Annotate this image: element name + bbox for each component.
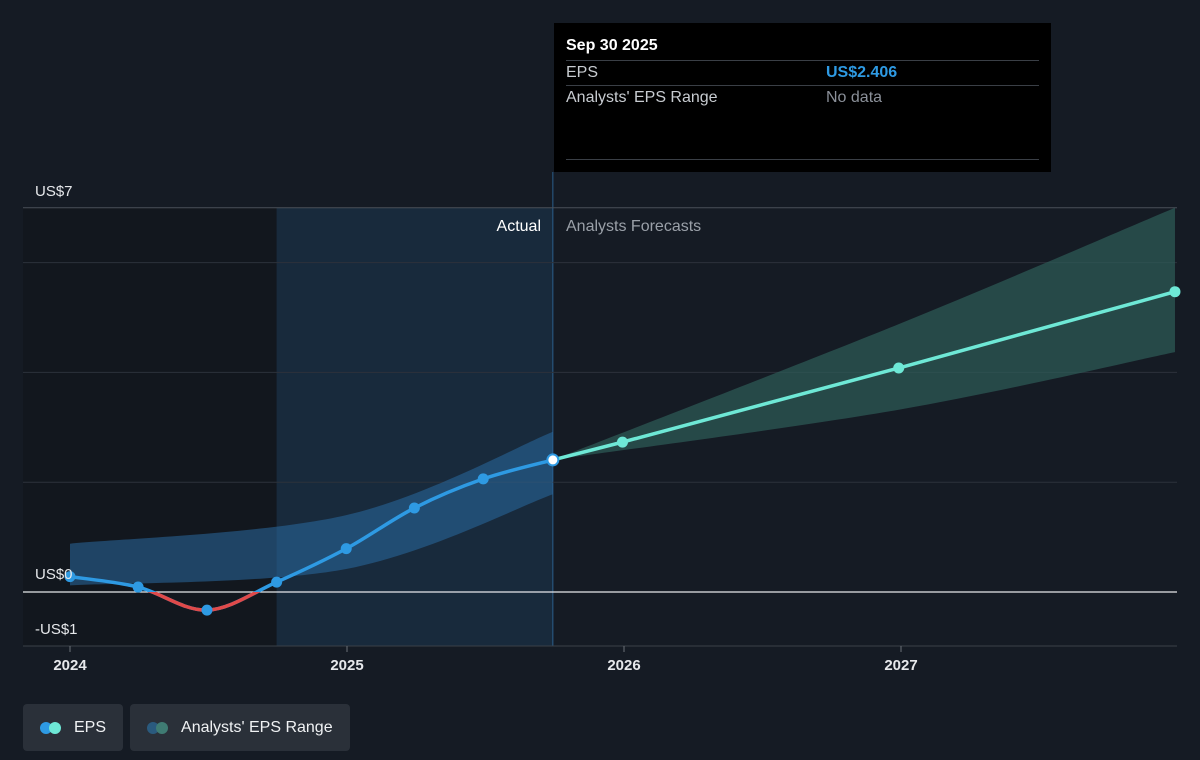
tooltip-eps-value: US$2.406	[826, 64, 898, 81]
x-tick-label: 2026	[607, 657, 640, 674]
eps-forecast-point	[616, 436, 628, 448]
eps-actual-point	[132, 581, 144, 593]
tooltip-eps-label: EPS	[566, 64, 599, 81]
chart-labels: Actual Analysts Forecasts US$7 US$0 -US$1 2…	[35, 183, 918, 674]
x-tick-label: 2025	[330, 657, 363, 674]
eps-actual-point	[477, 473, 489, 485]
legend-eps-range-label: Analysts' EPS Range	[181, 718, 333, 736]
highlight-period	[276, 208, 553, 646]
eps-actual-point	[408, 502, 420, 514]
y-tick-label: US$0	[35, 566, 73, 583]
chart-tooltip: Sep 30 2025 EPS US$2.406 Analysts' EPS R…	[554, 23, 1051, 172]
x-tick-label: 2027	[884, 657, 917, 674]
x-tick-label: 2024	[53, 657, 87, 674]
eps-forecast-point	[1169, 286, 1181, 298]
eps-points	[64, 286, 1181, 616]
past-eps-range-band	[70, 431, 553, 586]
chart-legend: EPS Analysts' EPS Range	[23, 704, 350, 751]
y-tick-label: -US$1	[35, 621, 78, 638]
forecast-region-label: Analysts Forecasts	[566, 218, 701, 235]
eps-actual-point	[64, 571, 76, 583]
eps-forecast-point	[893, 362, 905, 374]
legend-item-eps[interactable]: EPS	[23, 704, 124, 751]
eps-legend-icon	[40, 721, 64, 734]
eps-chart: Actual Analysts Forecasts US$7 US$0 -US$1 2…	[23, 172, 1181, 674]
eps-range-bands	[70, 207, 1175, 586]
tooltip-divider	[566, 159, 1039, 160]
eps-actual-line	[68, 458, 555, 612]
legend-item-eps-range[interactable]: Analysts' EPS Range	[130, 704, 350, 751]
eps-current-point	[546, 453, 560, 467]
actual-region-label: Actual	[497, 218, 541, 235]
y-tick-label: US$7	[35, 183, 73, 200]
eps-actual-point	[340, 543, 352, 555]
tooltip-range-value: No data	[826, 89, 883, 106]
eps-forecast-line	[552, 290, 1176, 462]
tooltip-range-label: Analysts' EPS Range	[566, 89, 718, 106]
eps-actual-point	[201, 604, 213, 616]
tooltip-row-eps: EPS US$2.406	[566, 60, 1039, 85]
legend-eps-label: EPS	[74, 718, 107, 736]
tooltip-row-range: Analysts' EPS Range No data	[566, 85, 1039, 110]
forecast-eps-range-band	[552, 207, 1175, 460]
eps-range-legend-icon	[147, 721, 171, 734]
tooltip-date: Sep 30 2025	[566, 37, 658, 54]
eps-actual-point	[271, 576, 283, 588]
